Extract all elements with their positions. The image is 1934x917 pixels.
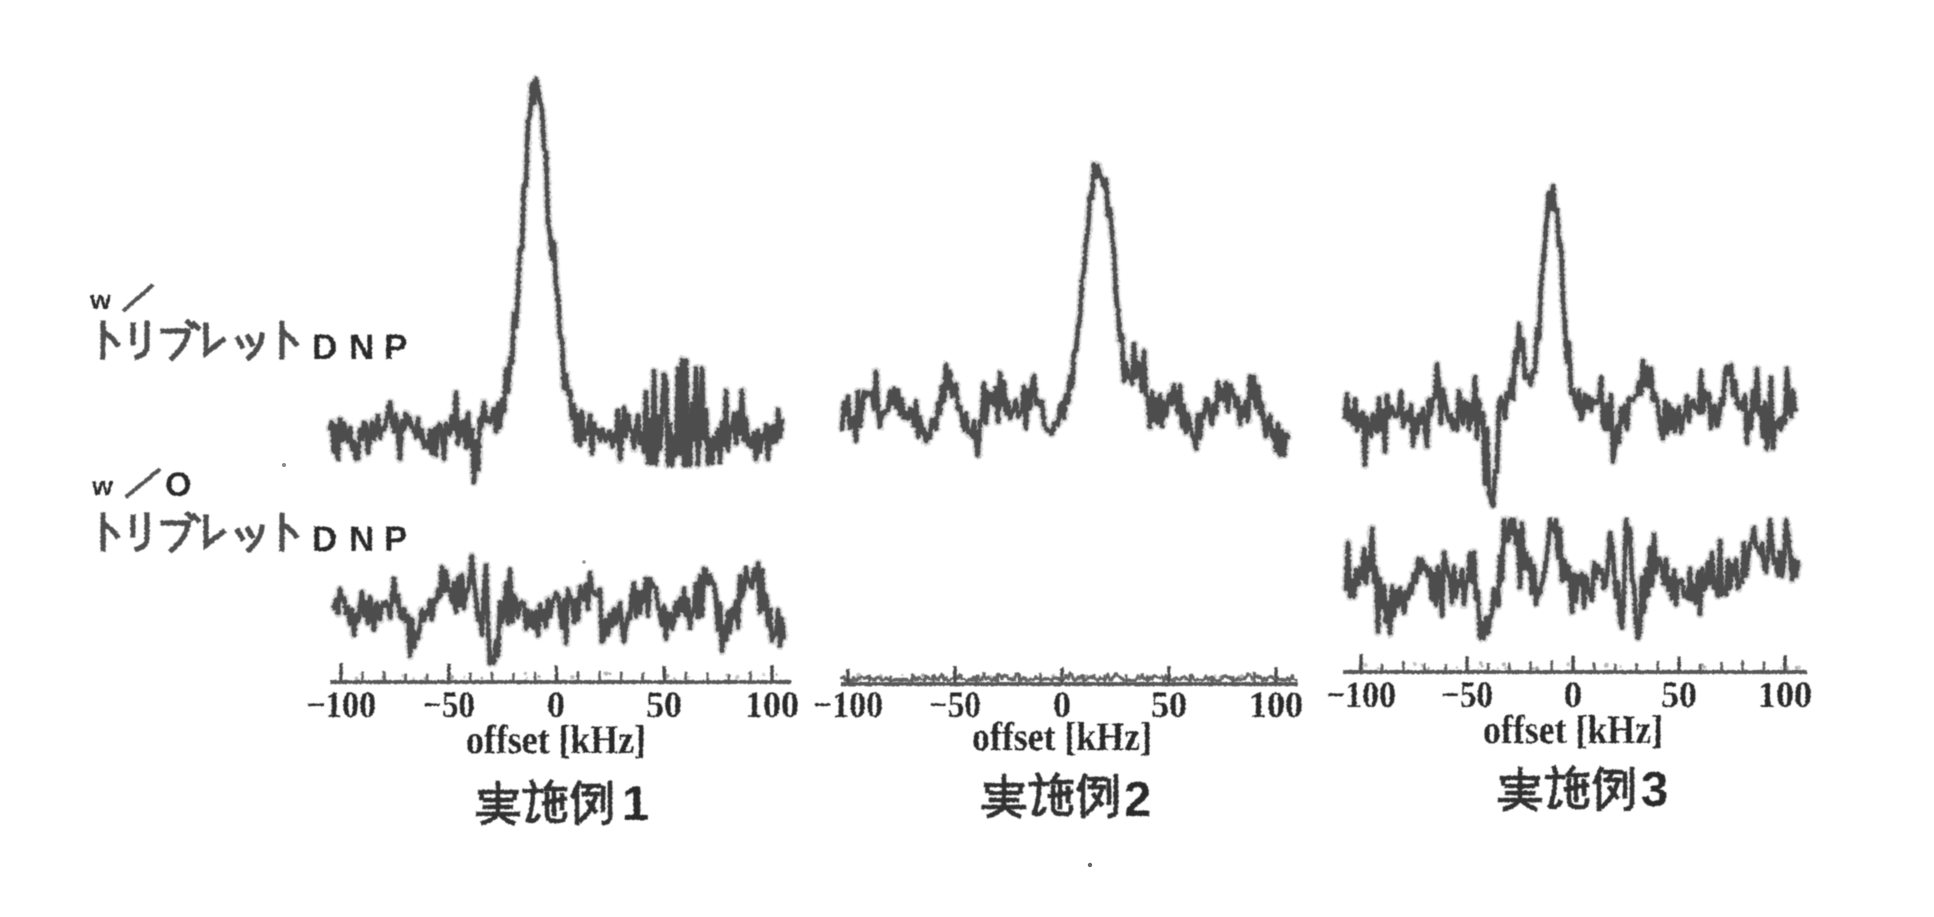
svg-text:N: N: [349, 328, 374, 367]
svg-text:3: 3: [1641, 763, 1668, 817]
svg-text:D: D: [312, 520, 337, 559]
svg-text:offset [kHz]: offset [kHz]: [972, 714, 1152, 759]
svg-text:N: N: [349, 520, 374, 559]
svg-text:offset [kHz]: offset [kHz]: [466, 717, 646, 762]
svg-text:50: 50: [1661, 675, 1697, 716]
svg-text:−50: −50: [423, 685, 475, 726]
svg-text:−100: −100: [1326, 675, 1396, 716]
svg-text:50: 50: [646, 685, 682, 726]
svg-text:50: 50: [1151, 685, 1187, 726]
svg-text:w: w: [91, 471, 114, 501]
svg-text:−100: −100: [813, 685, 883, 726]
svg-text:P: P: [384, 520, 407, 559]
svg-text:−100: −100: [306, 685, 376, 726]
svg-text:−50: −50: [1441, 675, 1493, 716]
svg-text:2: 2: [1124, 773, 1151, 827]
svg-text:100: 100: [1758, 675, 1812, 716]
svg-text:P: P: [384, 328, 407, 367]
svg-text:−50: −50: [929, 685, 981, 726]
svg-text:O: O: [165, 466, 191, 504]
svg-text:0: 0: [1564, 675, 1582, 716]
svg-text:1: 1: [622, 777, 649, 831]
svg-text:100: 100: [745, 685, 799, 726]
svg-text:offset [kHz]: offset [kHz]: [1483, 707, 1663, 752]
svg-text:D: D: [312, 328, 337, 367]
svg-text:0: 0: [547, 685, 565, 726]
svg-text:w: w: [89, 285, 112, 315]
svg-text:100: 100: [1249, 685, 1303, 726]
svg-text:0: 0: [1053, 685, 1071, 726]
